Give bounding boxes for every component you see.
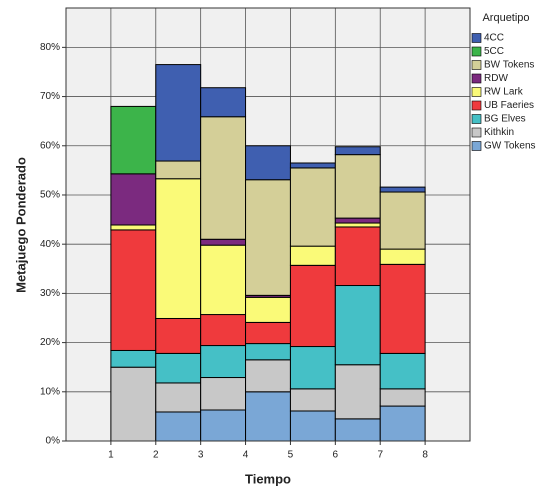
legend-label: BW Tokens [484,60,534,71]
bar-segment [200,87,247,118]
legend-swatch [471,46,482,57]
bar-segment [289,388,336,412]
bar-segment [334,217,381,224]
bar-segment [245,359,291,393]
bar-segment [200,345,247,379]
x-tick-label: 8 [422,450,428,461]
bar-segment [155,160,202,180]
x-tick-label: 7 [377,450,383,461]
bar-segment [200,244,247,316]
bar-segment [155,411,202,442]
bar-segment [200,314,247,347]
bar-segment [334,226,381,287]
bar-segment [334,154,381,219]
legend-swatch [471,87,482,97]
plot-frame [65,7,471,442]
y-tick-label: 60% [40,140,60,151]
legend-label: RW Lark [484,87,524,98]
y-tick-label: 40% [40,239,60,250]
y-tick-label: 30% [40,288,60,299]
bar-segment [289,245,336,266]
legend-label: UB Faeries [484,100,534,111]
bar-segment [245,321,291,345]
bar-segment [155,317,202,354]
legend-swatch [471,73,482,84]
x-tick-label: 2 [153,450,159,461]
bar-segment [245,343,291,361]
bar-segment [334,418,381,442]
bar-segment [155,352,202,384]
x-tick-label: 5 [288,450,294,461]
y-tick-label: 10% [40,386,60,397]
bar-segment [334,285,381,366]
bar-segment [379,263,426,354]
bar-segment [289,264,336,348]
bar-segment [289,346,336,390]
legend-label: GW Tokens [484,141,536,152]
legend-label: Kithkin [484,127,514,138]
x-tick-label: 4 [243,450,249,461]
legend-label: BG Elves [484,114,526,125]
bar-segment [200,377,247,411]
bar-segment [245,179,291,296]
bar-segment [334,222,381,228]
bar-segment [110,173,157,226]
bar-segment [379,388,426,407]
y-tick-label: 80% [40,42,60,53]
bar-segment [245,391,291,442]
bar-segment [155,64,202,162]
bar-segment [334,146,381,156]
bar-segment [110,349,157,368]
legend-swatch [471,60,482,70]
bar-segment [200,116,247,240]
y-tick-label: 20% [40,337,60,348]
bar-segment [289,410,336,442]
bar-segment [155,382,202,413]
legend-swatch [471,141,482,151]
bar-segment [379,248,426,265]
legend-swatch [471,114,482,124]
legend-label: RDW [484,73,508,84]
x-axis-title: Tiempo [245,471,291,486]
y-tick-label: 0% [46,436,61,447]
legend-label: 4CC [484,33,504,44]
bar-segment [334,364,381,420]
bar-segment [289,167,336,247]
bar-segment [110,105,157,175]
bar-segment [200,409,247,442]
x-tick-label: 6 [333,450,339,461]
bar-segment [200,238,247,246]
legend-swatch [471,100,482,111]
x-tick-label: 3 [198,450,204,461]
legend-swatch [471,33,482,43]
bar-segment [289,162,336,169]
bar-segment [379,191,426,250]
bar-segment [379,352,426,390]
x-tick-label: 1 [108,450,114,461]
bar-segment [110,229,157,351]
y-tick-label: 70% [40,91,60,102]
bar-segment [110,224,157,231]
legend-label: 5CC [484,46,504,57]
legend-swatch [471,127,482,138]
bar-segment [245,296,291,323]
bar-segment [155,178,202,319]
y-tick-label: 50% [40,190,60,201]
y-axis-title: Metajuego Ponderado [13,157,28,293]
bar-segment [379,186,426,193]
bar-segment [245,145,291,181]
bar-segment [110,366,157,442]
bar-segment [379,405,426,442]
legend-title: Arquetipo [482,12,529,24]
